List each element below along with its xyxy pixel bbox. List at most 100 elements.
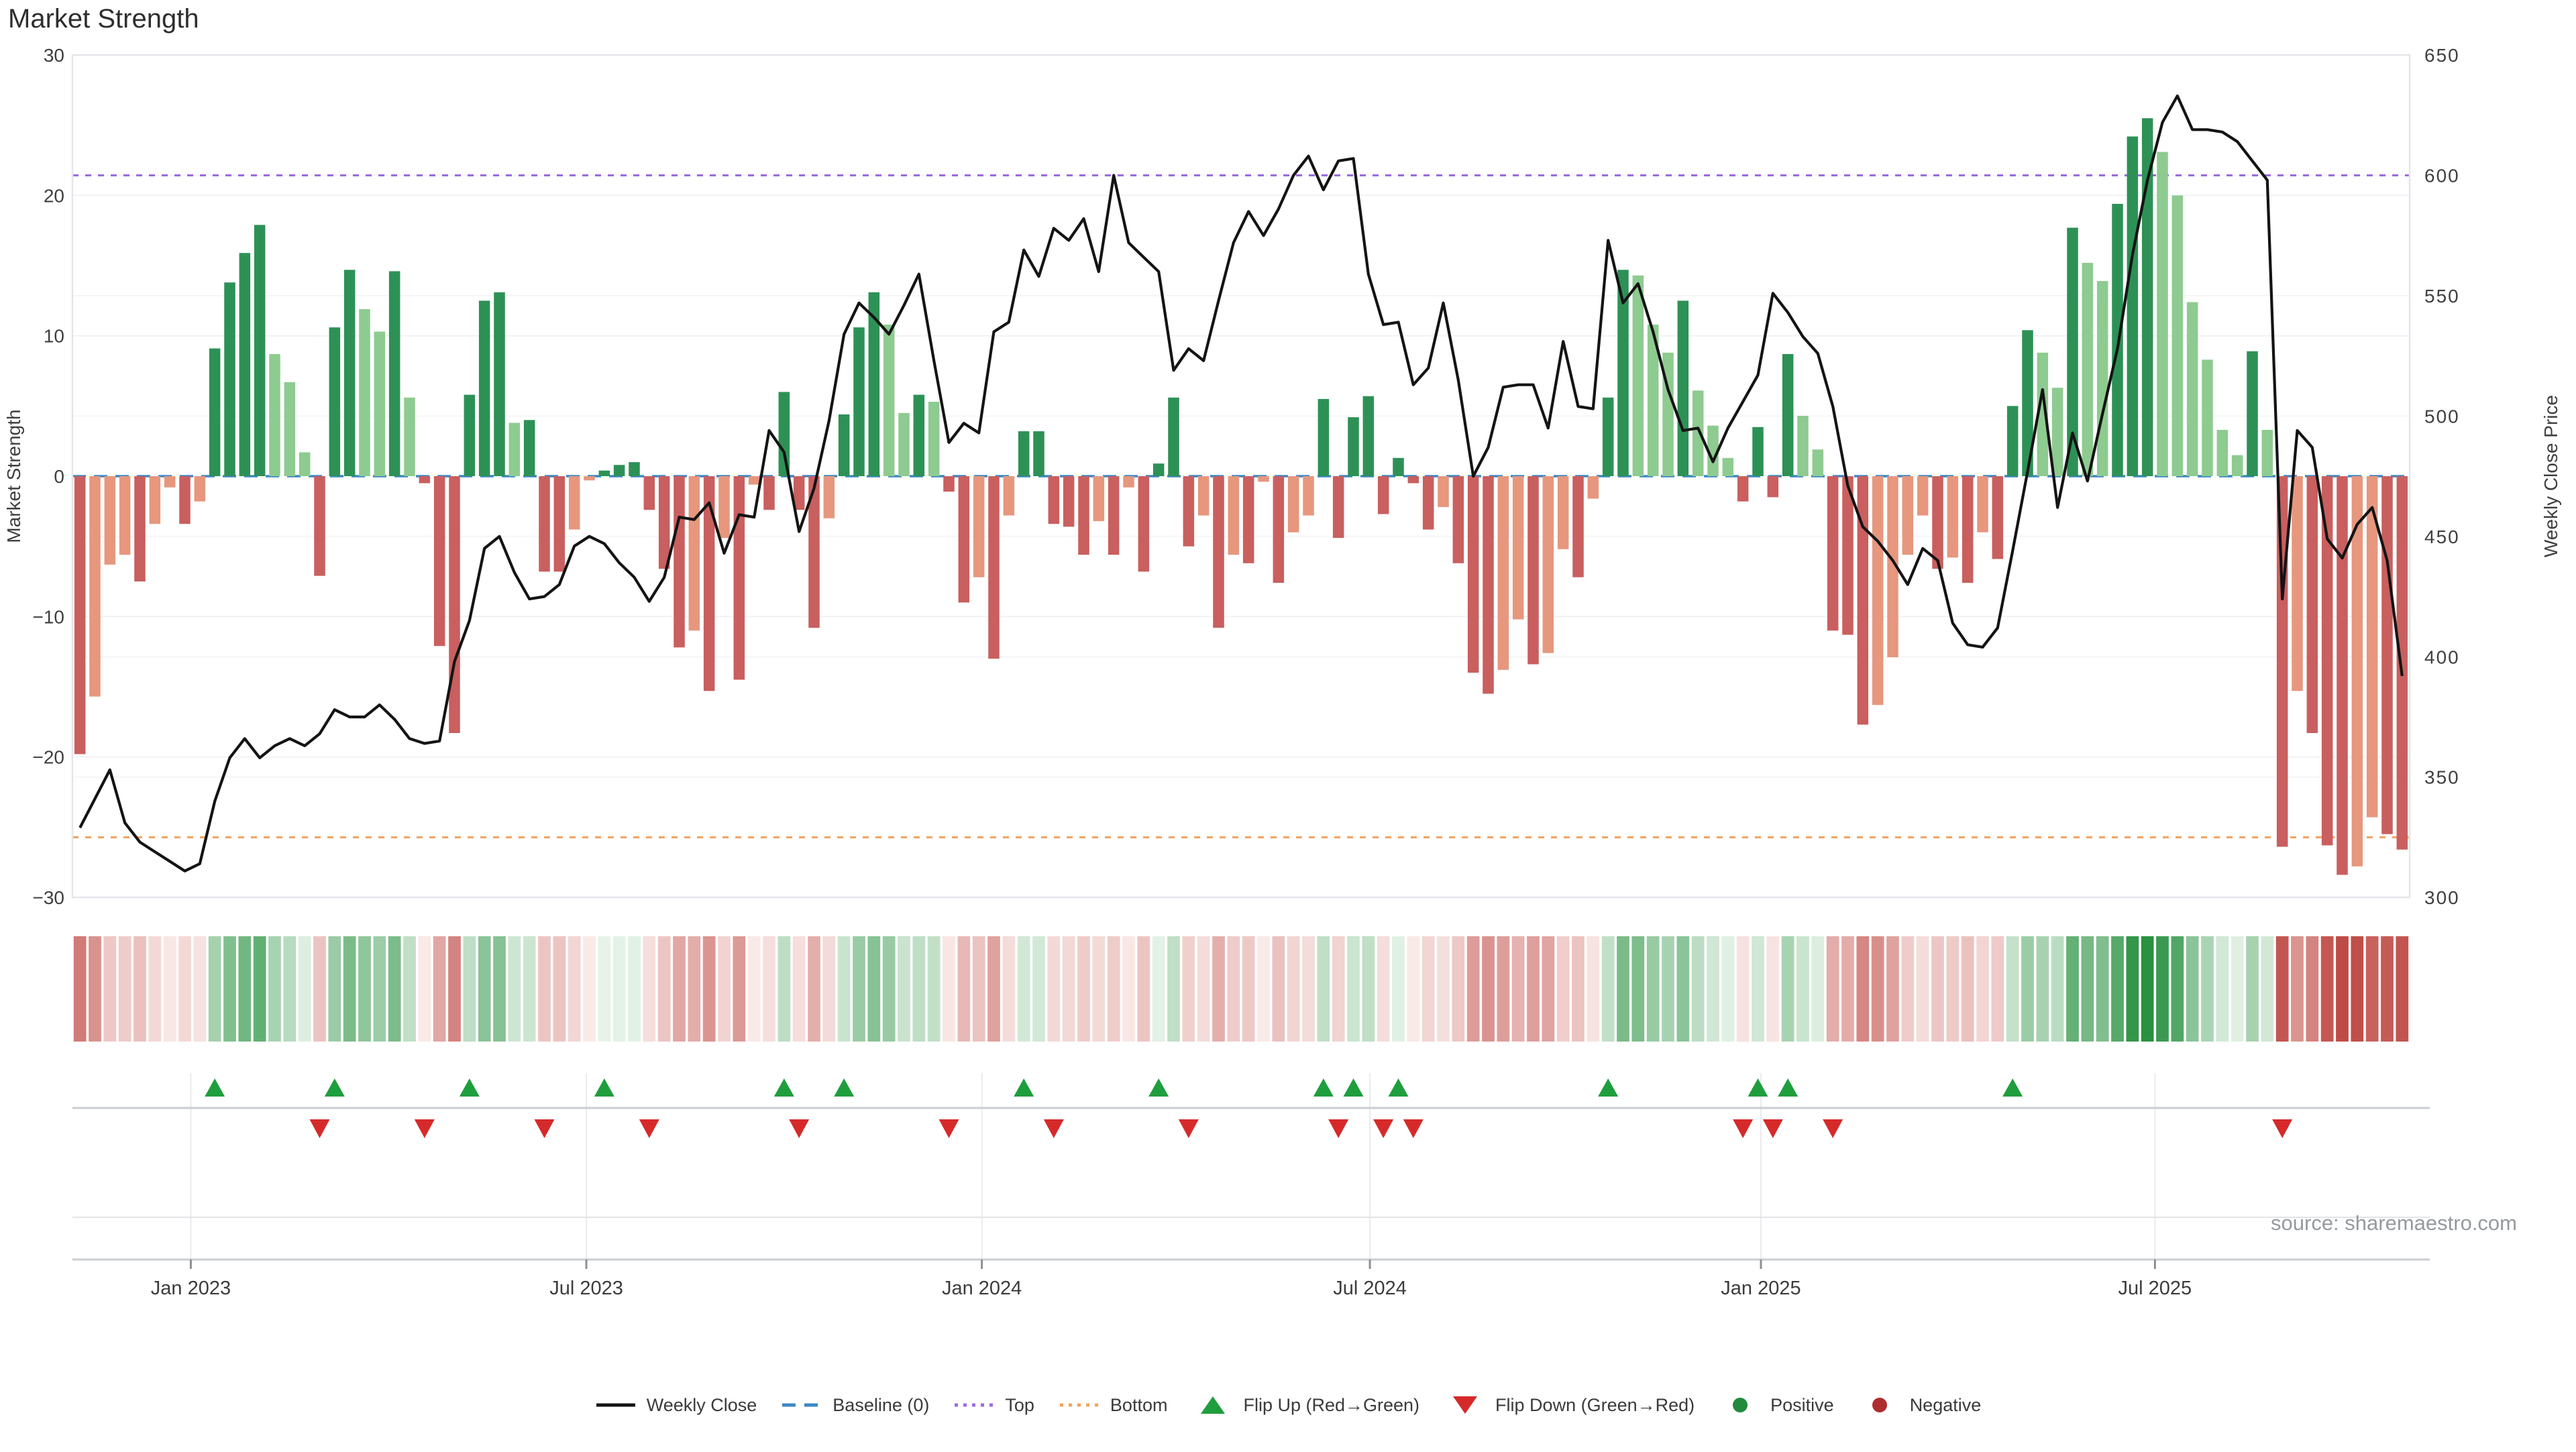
heatmap-cell [433,936,446,1042]
strength-bar [2247,351,2258,476]
heatmap-cell [1991,936,2004,1042]
heatmap-cell [118,936,131,1042]
strength-bar [2366,476,2378,818]
strength-bar [553,476,566,572]
strength-bar [793,476,805,510]
strength-bar [688,476,700,631]
legend-item: Positive [1719,1394,1834,1416]
strength-bar [2202,359,2213,476]
heatmap-cell [1662,936,1674,1042]
legend-label: Baseline (0) [833,1394,930,1415]
heatmap-cell [2111,936,2124,1042]
strength-bar [2082,262,2094,476]
strength-bar [134,476,146,581]
heatmap-cell [972,936,985,1042]
strength-bar [419,476,431,484]
strength-bar [1977,476,1988,533]
strength-bar [209,348,221,476]
heatmap-cell [1871,936,1884,1042]
strength-bar [2127,136,2139,476]
strength-bar [1393,457,1404,476]
strength-bar [1467,476,1479,673]
heatmap-cell [2351,936,2364,1042]
heatmap-cell [328,936,341,1042]
heatmap-cell [792,936,806,1042]
heatmap-cell [553,936,566,1042]
strength-bar [523,420,535,476]
heatmap-cell [2291,936,2304,1042]
legend-dots-icon [955,1403,994,1407]
flip-down-marker-icon [639,1119,659,1138]
heatmap-cell [1976,936,1989,1042]
legend-tri-up-icon [1201,1396,1226,1414]
strength-bar [1438,476,1449,508]
heatmap-cell [2306,936,2319,1042]
strength-bar [1932,476,1943,569]
heatmap-cell [373,936,386,1042]
heatmap-cell [1811,936,1825,1042]
heatmap-cell [1542,936,1555,1042]
legend-label: Flip Up (Red→Green) [1243,1394,1420,1415]
heatmap-cell [987,936,1000,1042]
heatmap-cell [89,936,101,1042]
heatmap-cell [1631,936,1645,1042]
strength-bar [404,397,415,476]
heatmap-cell [163,936,176,1042]
heatmap-cell [1167,936,1180,1042]
heatmap-cell [2201,936,2214,1042]
strength-bar [1078,476,1089,555]
heatmap-cell [283,936,297,1042]
heatmap-cell [223,936,236,1042]
heatmap-cell [2051,936,2064,1042]
flip-up-marker-icon [594,1078,614,1097]
heatmap-cell [448,936,461,1042]
strength-bar [2276,476,2288,847]
flip-down-marker-icon [1328,1119,1349,1138]
flip-down-marker-icon [1178,1119,1199,1138]
heatmap-cell [1407,936,1420,1042]
strength-bar [239,253,251,476]
strength-bar [1407,476,1419,484]
heatmap-cell [313,936,326,1042]
heatmap-cell [523,936,536,1042]
heatmap-cell [538,936,551,1042]
legend-tri-down-icon [1453,1396,1478,1414]
strength-bar [853,327,865,476]
heatmap-cell [1437,936,1450,1042]
flip-up-marker-icon [205,1078,225,1097]
strength-bar [584,476,595,481]
strength-bar [224,282,235,476]
heatmap-cell [1796,936,1809,1042]
y-right-tick-label: 600 [2424,165,2460,186]
heatmap-cell [103,936,117,1042]
heatmap-cell [1482,936,1495,1042]
heatmap-cell [463,936,476,1042]
strength-bar [374,331,386,476]
heatmap-cell [673,936,686,1042]
axis-titles: Market Strength Weekly Close Price [3,395,2561,557]
strength-bar [1752,427,1764,476]
flip-down-marker-icon [1043,1119,1064,1138]
strength-bar [1962,476,1974,583]
flip-down-marker-icon [1373,1119,1394,1138]
strength-bar [703,476,715,691]
legend-label: Flip Down (Green→Red) [1495,1394,1695,1415]
heatmap-cell [583,936,596,1042]
strength-bar [343,270,356,476]
heatmap-cell [148,936,162,1042]
heatmap-cell [1242,936,1255,1042]
heatmap-cell [298,936,311,1042]
strength-bar [2171,195,2184,476]
heatmap-cell [1691,936,1705,1042]
heatmap-cell [388,936,401,1042]
flip-up-marker-icon [324,1078,345,1097]
heatmap-cell [1257,936,1270,1042]
strength-bar [748,476,760,485]
y-right-tick-label: 500 [2424,406,2460,427]
strength-bar [194,476,206,502]
heatmap-cell [1452,936,1465,1042]
heatmap-cell [1197,936,1210,1042]
y-right-tick-label: 450 [2424,526,2460,547]
strength-bar [1003,476,1015,516]
strength-bar [1318,398,1330,476]
